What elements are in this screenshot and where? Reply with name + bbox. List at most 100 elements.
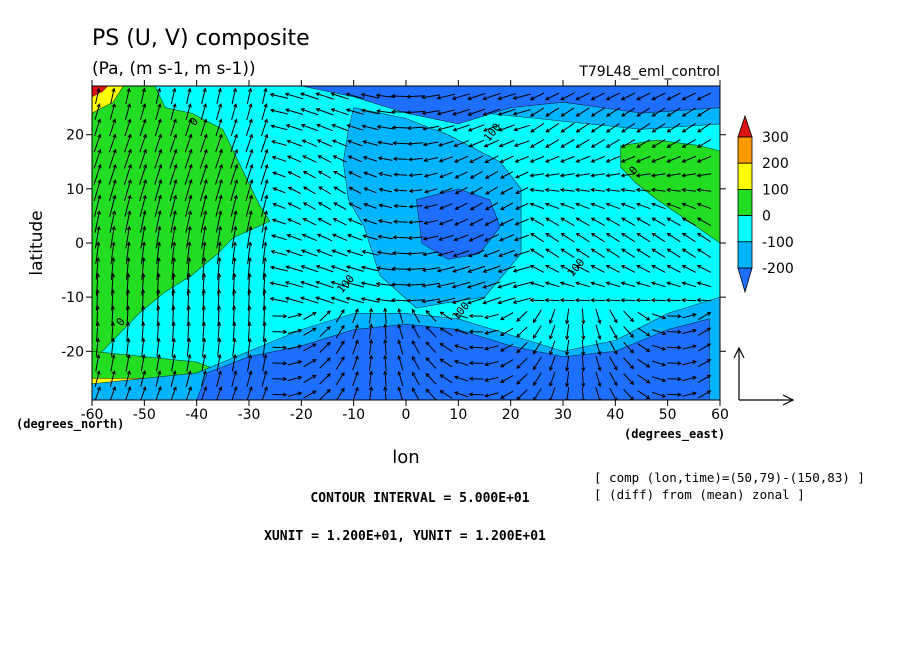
x-tick-label: -50	[133, 407, 156, 423]
wind-vector	[302, 171, 317, 179]
wind-vector	[623, 341, 634, 354]
wind-vector	[300, 296, 319, 304]
wind-vector	[368, 338, 374, 356]
wind-vector	[397, 307, 404, 324]
wind-vector	[697, 374, 712, 383]
wind-vector	[154, 194, 162, 217]
wind-vector	[529, 92, 545, 101]
wind-vector	[303, 390, 317, 399]
wind-vector	[156, 353, 161, 372]
wind-vector	[108, 148, 117, 169]
wind-vector	[590, 122, 605, 133]
wind-vector	[408, 188, 423, 193]
wind-vector	[200, 118, 208, 137]
wind-vector	[303, 327, 317, 336]
wind-vector	[500, 312, 514, 321]
wind-vector	[565, 324, 570, 341]
wind-vector	[637, 343, 651, 352]
wind-vector	[545, 248, 560, 258]
wind-vector	[246, 370, 253, 387]
wind-vector	[393, 172, 408, 177]
wind-vector	[260, 133, 269, 153]
wind-vector	[185, 194, 193, 217]
wind-vector	[154, 163, 163, 185]
wind-vector	[303, 343, 317, 352]
wind-vector	[529, 281, 545, 288]
wind-vector	[352, 386, 359, 400]
wind-vector	[636, 265, 651, 273]
wind-vector	[650, 173, 666, 178]
wind-vector	[352, 355, 359, 371]
wind-vectors	[93, 87, 712, 400]
wind-vector	[452, 265, 470, 273]
wind-vector	[437, 250, 455, 257]
wind-vector	[544, 281, 560, 288]
wind-vector	[284, 92, 304, 100]
wind-vector	[348, 171, 362, 179]
x-tick-label: -10	[342, 407, 365, 423]
wind-vector	[605, 202, 621, 210]
wind-vector	[453, 140, 469, 148]
wind-vector	[261, 210, 268, 233]
wind-vector	[261, 370, 268, 387]
wind-vector	[484, 392, 499, 398]
reference-vector-u-head	[782, 394, 795, 406]
wind-vector	[682, 360, 697, 366]
wind-vector	[184, 133, 193, 153]
wind-vector	[155, 103, 162, 121]
wind-vector	[439, 390, 453, 399]
wind-vector	[425, 325, 437, 338]
wind-vector	[575, 217, 590, 227]
chart-units-line: (Pa, (m s-1, m s-1))	[92, 59, 256, 79]
wind-vector	[393, 203, 408, 209]
wind-vector	[453, 155, 469, 163]
x-tick-label: 30	[554, 407, 572, 423]
wind-vector	[468, 392, 484, 397]
wind-vector	[140, 103, 147, 121]
wind-vector	[681, 248, 696, 258]
wind-vector	[319, 373, 331, 385]
wind-vector	[532, 309, 542, 324]
wind-vector	[484, 170, 499, 179]
colorbar-tick-label: 300	[762, 130, 789, 146]
wind-vector	[360, 108, 380, 115]
wind-vector	[269, 92, 289, 99]
wind-vector	[621, 122, 636, 133]
wind-vector	[682, 313, 697, 319]
wind-vector	[140, 210, 147, 233]
wind-vector	[498, 234, 515, 242]
pressure-field	[92, 86, 720, 400]
wind-vector	[245, 194, 254, 217]
wind-vector	[231, 225, 238, 249]
wind-vector	[316, 123, 333, 132]
wind-vector	[319, 388, 331, 400]
wind-vector	[516, 310, 528, 322]
wind-vector	[438, 156, 454, 163]
wind-vector	[652, 360, 667, 367]
wind-vector	[425, 341, 437, 354]
wind-vector	[261, 118, 268, 137]
wind-vector	[93, 133, 102, 153]
wind-vector	[439, 327, 453, 337]
wind-vector	[575, 281, 590, 288]
wind-vector	[423, 172, 438, 178]
wind-vector	[575, 265, 590, 273]
wind-vector	[590, 155, 605, 163]
wind-vector	[271, 155, 287, 162]
wind-vector	[317, 155, 332, 163]
wind-vector	[469, 218, 484, 226]
wind-vector	[335, 324, 345, 339]
wind-vector	[696, 217, 712, 227]
wind-vector	[439, 343, 453, 352]
wind-vector	[581, 324, 586, 341]
wind-vector	[516, 373, 528, 385]
wind-vector	[397, 386, 403, 400]
wind-vector	[623, 326, 634, 338]
wind-vector	[139, 179, 148, 202]
wind-vector	[635, 187, 651, 193]
wind-vector	[332, 218, 347, 226]
wind-vector	[560, 155, 575, 163]
wind-vector	[363, 202, 377, 209]
wind-vector	[636, 232, 651, 243]
wind-vector	[484, 345, 499, 351]
